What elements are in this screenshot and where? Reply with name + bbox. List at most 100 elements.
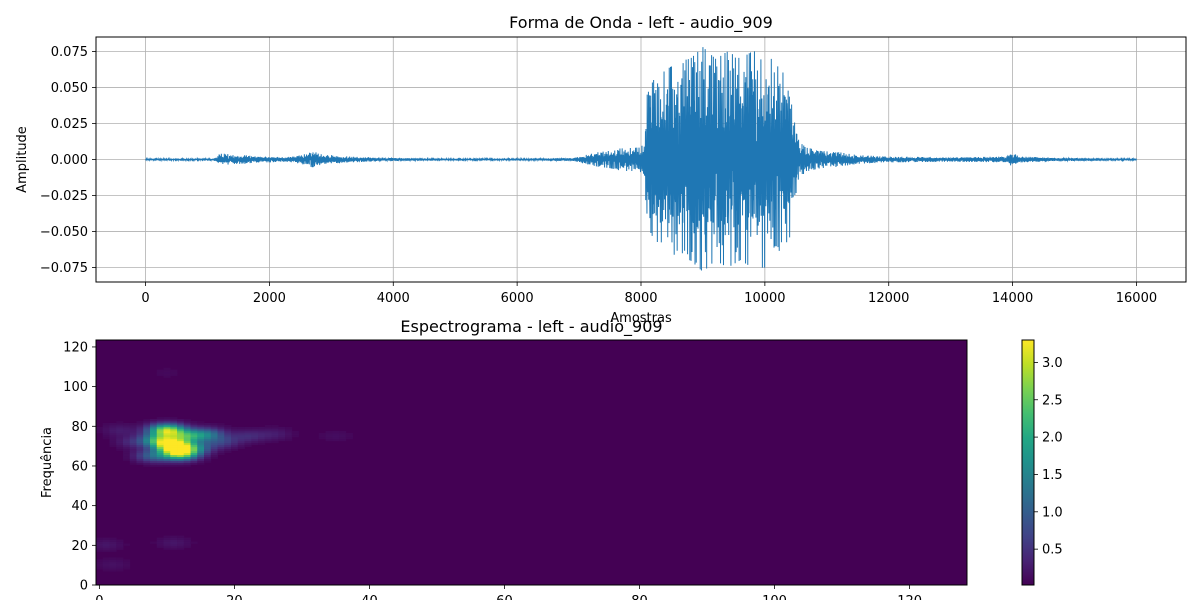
spectrogram-cell xyxy=(190,541,198,544)
waveform-y-tick-label: −0.050 xyxy=(40,225,88,240)
waveform-chart: 0 2000 4000 6000 8000 10000 12000 14000 16000 −0… xyxy=(15,13,1187,326)
spectrogram-cell xyxy=(129,438,137,442)
spectrogram-cell xyxy=(170,373,178,376)
spectrogram-cell xyxy=(150,422,158,426)
spectrogram-cell xyxy=(109,545,117,548)
spectrogram-cell xyxy=(163,419,171,422)
spectrogram-y-tick-label: 40 xyxy=(71,499,88,514)
spectrogram-cell xyxy=(116,436,124,440)
spectrogram-cell xyxy=(177,458,185,461)
spectrogram-cell xyxy=(156,464,164,467)
spectrogram-cell xyxy=(156,430,164,434)
spectrogram-cell xyxy=(156,422,164,426)
spectrogram-cell xyxy=(136,450,144,454)
spectrogram-cell xyxy=(204,436,212,440)
spectrogram-cell xyxy=(210,422,218,426)
spectrogram-cell xyxy=(177,444,185,448)
spectrogram-cell xyxy=(96,549,104,552)
spectrogram-cell xyxy=(109,567,117,570)
spectrogram-cell xyxy=(332,436,340,440)
spectrogram-cell xyxy=(136,426,144,430)
spectrogram-cell xyxy=(96,543,104,546)
spectrogram-cell xyxy=(237,428,245,432)
spectrogram-cell xyxy=(258,432,266,436)
spectrogram-cell xyxy=(150,444,158,448)
spectrogram-cell xyxy=(204,444,212,448)
spectrogram-y-axis-label: Frequência xyxy=(40,427,55,498)
spectrogram-cell xyxy=(285,434,293,438)
spectrogram-cell xyxy=(210,456,218,459)
spectrogram-cell xyxy=(258,440,266,444)
spectrogram-cell xyxy=(224,440,232,444)
spectrogram-cell xyxy=(102,422,110,426)
spectrogram-cell xyxy=(204,426,212,430)
spectrogram-cell xyxy=(163,422,171,426)
spectrogram-cell xyxy=(177,539,185,542)
spectrogram-cell xyxy=(291,430,299,434)
spectrogram-cell xyxy=(123,561,131,564)
spectrogram-cell xyxy=(96,537,104,540)
spectrogram-title: Espectrograma - left - audio_909 xyxy=(400,317,662,337)
spectrogram-cell xyxy=(163,462,171,465)
spectrogram-cell xyxy=(96,541,104,544)
spectrogram-cell xyxy=(109,430,117,434)
spectrogram-cell xyxy=(197,454,205,457)
spectrogram-cell xyxy=(332,432,340,436)
spectrogram-cell xyxy=(129,432,137,436)
spectrogram-cell xyxy=(163,371,171,374)
spectrogram-cell xyxy=(143,428,151,432)
spectrogram-cell xyxy=(210,430,218,434)
spectrogram-cell xyxy=(136,424,144,428)
spectrogram-cell xyxy=(143,421,151,424)
spectrogram-cell xyxy=(204,442,212,446)
spectrogram-x-tick-label: 100 xyxy=(762,594,787,600)
spectrogram-cell xyxy=(183,422,191,426)
waveform-x-tick-label: 10000 xyxy=(744,291,785,306)
spectrogram-cell xyxy=(177,543,185,546)
spectrogram-cell xyxy=(231,430,239,434)
spectrogram-cell xyxy=(204,432,212,436)
spectrogram-cell xyxy=(123,458,131,461)
spectrogram-cell xyxy=(143,434,151,438)
spectrogram-cell xyxy=(231,444,239,448)
waveform-x-axis-label: Amostras xyxy=(610,311,672,326)
waveform-x-tick-label: 4000 xyxy=(377,291,410,306)
spectrogram-cell xyxy=(183,539,191,542)
spectrogram-background xyxy=(96,340,967,585)
spectrogram-cell xyxy=(123,448,131,452)
spectrogram-cell xyxy=(204,438,212,442)
spectrogram-cell xyxy=(170,450,178,454)
spectrogram-cell xyxy=(183,426,191,430)
spectrogram-cell xyxy=(129,450,137,454)
spectrogram-cell xyxy=(163,456,171,459)
spectrogram-cell xyxy=(251,434,259,438)
spectrogram-cell xyxy=(116,545,124,548)
spectrogram-cell xyxy=(210,436,218,440)
colorbar-tick-label: 0.5 xyxy=(1042,543,1063,558)
spectrogram-cell xyxy=(156,444,164,448)
spectrogram-cell xyxy=(163,436,171,440)
spectrogram-cell xyxy=(150,458,158,461)
spectrogram-y-tick-label: 60 xyxy=(71,459,88,474)
spectrogram-cell xyxy=(237,440,245,444)
colorbar-ticks: 0.5 1.0 1.5 2.0 2.5 3.0 xyxy=(1034,356,1063,558)
spectrogram-cell xyxy=(204,454,212,457)
spectrogram-cell xyxy=(136,440,144,444)
spectrogram-chart: 0 20 40 60 80 100 120 0 20 40 60 80 100 120 Espectro… xyxy=(40,317,968,600)
spectrogram-cell xyxy=(102,543,110,546)
spectrogram-cell xyxy=(251,432,259,436)
spectrogram-cell xyxy=(190,450,198,454)
spectrogram-cell xyxy=(156,452,164,455)
spectrogram-cell xyxy=(116,430,124,434)
spectrogram-cell xyxy=(258,430,266,434)
spectrogram-cell xyxy=(150,421,158,424)
spectrogram-cell xyxy=(278,430,286,434)
spectrogram-cell xyxy=(204,446,212,450)
spectrogram-cell xyxy=(183,434,191,438)
spectrogram-cell xyxy=(102,539,110,542)
spectrogram-cell xyxy=(237,446,245,450)
spectrogram-cell xyxy=(170,446,178,450)
spectrogram-cell xyxy=(123,567,131,570)
spectrogram-cell xyxy=(177,450,185,454)
spectrogram-cell xyxy=(102,567,110,570)
